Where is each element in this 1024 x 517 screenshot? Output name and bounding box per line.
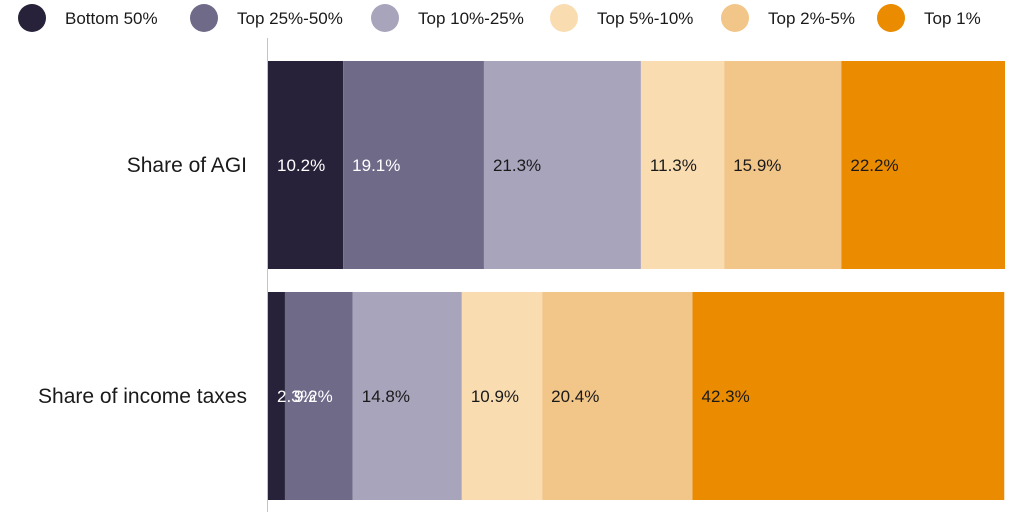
data-label-share-of-income-taxes-top-10pct-25pct: 14.8% bbox=[362, 387, 410, 406]
legend: Bottom 50% Top 25%-50% Top 10%-25% Top 5%-1… bbox=[18, 4, 981, 32]
legend-swatch-bottom-50pct bbox=[18, 4, 46, 32]
bar-share-of-agi-top-2pct-5pct bbox=[724, 61, 842, 269]
legend-swatch-top-1pct bbox=[877, 4, 905, 32]
bar-share-of-income-taxes-bottom-50pct bbox=[268, 292, 285, 500]
data-label-share-of-income-taxes-top-2pct-5pct: 20.4% bbox=[551, 387, 599, 406]
legend-swatch-top-25pct-50pct bbox=[190, 4, 218, 32]
bar-share-of-income-taxes-top-25pct-50pct bbox=[284, 292, 353, 500]
category-label-share-of-income-taxes: Share of income taxes bbox=[38, 385, 247, 408]
legend-label-top-1pct: Top 1% bbox=[924, 9, 981, 28]
category-labels: Share of AGI Share of income taxes bbox=[38, 154, 247, 408]
data-label-share-of-income-taxes-top-1pct: 42.3% bbox=[702, 387, 750, 406]
data-label-share-of-agi-top-25pct-50pct: 19.1% bbox=[352, 156, 400, 175]
legend-swatch-top-5pct-10pct bbox=[550, 4, 578, 32]
legend-label-top-2pct-5pct: Top 2%-5% bbox=[768, 9, 855, 28]
data-label-share-of-agi-top-2pct-5pct: 15.9% bbox=[733, 156, 781, 175]
data-label-share-of-agi-top-10pct-25pct: 21.3% bbox=[493, 156, 541, 175]
bar-share-of-agi-top-1pct bbox=[841, 61, 1005, 269]
category-label-share-of-agi: Share of AGI bbox=[127, 154, 247, 177]
bar-share-of-agi-top-5pct-10pct bbox=[640, 61, 725, 269]
legend-label-bottom-50pct: Bottom 50% bbox=[65, 9, 158, 28]
data-labels: 10.2% 19.1% 21.3% 11.3% 15.9% 22.2% 2.3%9.2% 14… bbox=[277, 156, 899, 406]
legend-label-top-5pct-10pct: Top 5%-10% bbox=[597, 9, 693, 28]
data-label-share-of-income-taxes-top-5pct-10pct: 10.9% bbox=[471, 387, 519, 406]
data-label-share-of-agi-top-5pct-10pct: 11.3% bbox=[650, 156, 697, 175]
bar-share-of-income-taxes-top-10pct-25pct bbox=[352, 292, 462, 500]
bar-share-of-agi-top-25pct-50pct bbox=[343, 61, 484, 269]
legend-label-top-25pct-50pct: Top 25%-50% bbox=[237, 9, 343, 28]
legend-label-top-10pct-25pct: Top 10%-25% bbox=[418, 9, 524, 28]
data-label-share-of-agi-top-1pct: 22.2% bbox=[850, 156, 898, 175]
bar-share-of-income-taxes-top-1pct bbox=[692, 292, 1005, 500]
legend-swatch-top-2pct-5pct bbox=[721, 4, 749, 32]
data-label-share-of-agi-bottom-50pct: 10.2% bbox=[277, 156, 325, 175]
bars bbox=[268, 61, 1005, 500]
bar-share-of-income-taxes-top-5pct-10pct bbox=[461, 292, 543, 500]
data-label-share-of-income-taxes-bottom-50pct: 2.3% bbox=[277, 387, 316, 406]
data-label-share-of-income-taxes-top-25pct-50pct: 9.2% bbox=[294, 387, 333, 406]
bar-share-of-agi-top-10pct-25pct bbox=[483, 61, 641, 269]
legend-swatch-top-10pct-25pct bbox=[371, 4, 399, 32]
bar-share-of-agi-bottom-50pct bbox=[268, 61, 344, 269]
bar-share-of-income-taxes-top-2pct-5pct bbox=[542, 292, 693, 500]
